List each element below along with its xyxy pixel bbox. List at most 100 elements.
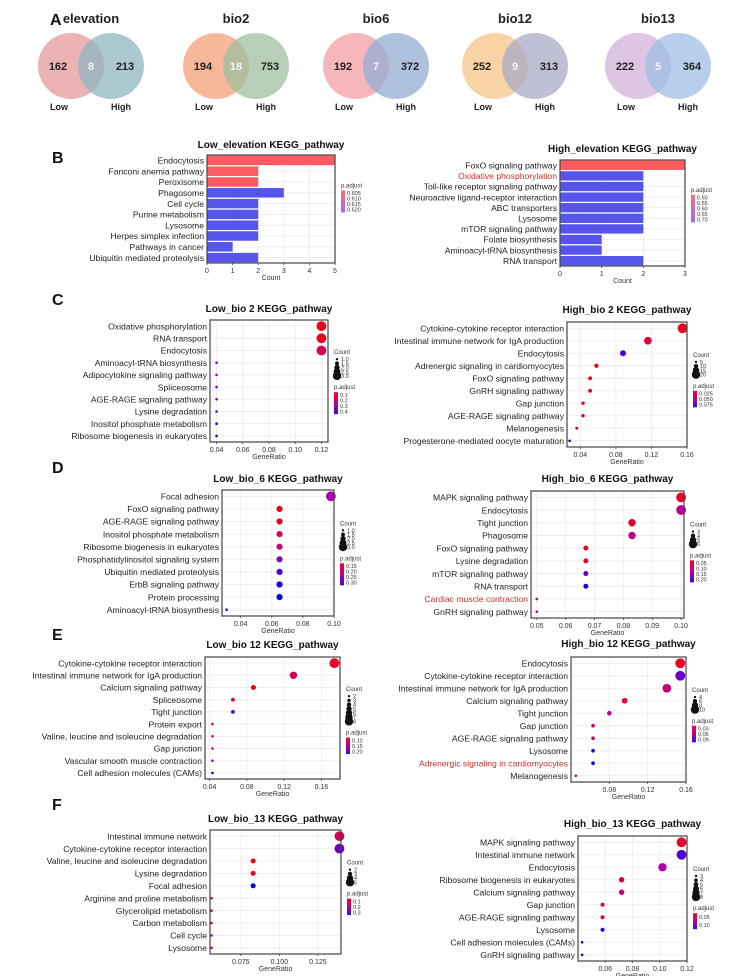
venn-shared-count: 18: [230, 61, 242, 73]
y-tick-label: Lysosome: [529, 746, 568, 756]
venn-high-label: High: [535, 102, 555, 112]
x-tick-label: 0.09: [645, 623, 659, 630]
dot: [276, 594, 283, 601]
size-legend-label: 4: [700, 878, 703, 884]
size-legend-dot: [692, 699, 698, 704]
dot: [581, 414, 585, 418]
color-legend-bar: [340, 563, 344, 586]
size-legend-dot: [347, 698, 351, 703]
venn-shared-count: 9: [512, 61, 518, 73]
color-legend-bar: [346, 737, 350, 755]
size-legend-dot: [688, 539, 698, 549]
dot: [621, 697, 628, 704]
size-legend-label: 5: [700, 882, 703, 888]
size-legend-label: 3: [354, 872, 357, 878]
dot: [676, 837, 687, 848]
x-tick-label: 0.12: [680, 966, 694, 973]
dot: [250, 870, 256, 876]
dot: [580, 940, 584, 944]
y-tick-label: Lysine degradation: [456, 556, 529, 566]
dot: [211, 759, 214, 762]
bar: [560, 203, 644, 213]
size-legend-label: 6: [699, 699, 702, 705]
dot: [215, 385, 218, 389]
y-tick-label: Cell adhesion molecules (CAMs): [450, 937, 575, 947]
chart-title: Low_bio_6 KEGG_pathway: [213, 474, 343, 485]
y-tick-label: Gap junction: [516, 398, 564, 408]
size-legend-label: 5: [700, 360, 703, 366]
x-tick-label: 0: [205, 268, 209, 275]
chart-E-right: High_bio 12 KEGG_pathway Endocytosis Cytok…: [398, 639, 713, 801]
size-legend-dot: [693, 882, 699, 887]
venn-bio13: bio13 222 5 364 Low High: [605, 11, 711, 112]
dot: [276, 505, 283, 512]
y-tick-label: MAPK signaling pathway: [480, 837, 576, 847]
size-legend-dot: [341, 529, 345, 532]
dot: [662, 683, 672, 693]
size-legend-dot: [694, 878, 698, 882]
x-tick-label: 0.12: [645, 452, 659, 459]
x-tick-label: 2: [641, 271, 645, 278]
size-legend-dot: [691, 892, 701, 902]
color-legend-bar: [693, 390, 697, 408]
y-tick-label: Protein export: [148, 719, 202, 729]
x-tick-label: 0.08: [240, 784, 254, 791]
y-tick-label: AGE-RAGE signaling pathway: [103, 517, 220, 527]
x-axis-label: GeneRatio: [612, 794, 646, 801]
venn-high-label: High: [396, 102, 416, 112]
x-tick-label: 0.08: [617, 623, 631, 630]
dot: [677, 323, 688, 334]
dot: [644, 336, 652, 345]
plot-area: [205, 657, 340, 779]
x-tick-label: 0.08: [626, 966, 640, 973]
size-legend-dot: [332, 371, 342, 381]
dot: [334, 843, 345, 854]
size-legend-dot: [693, 364, 699, 369]
y-tick-label: AGE-RAGE signaling pathway: [448, 411, 565, 421]
panel-letter-a: A: [50, 12, 62, 29]
size-legend-dot: [344, 717, 354, 726]
size-legend-label: 6: [697, 542, 700, 548]
color-legend-label: 0.06: [698, 732, 709, 738]
y-tick-label: AGE-RAGE signaling pathway: [91, 395, 208, 405]
chart-C-left: Low_bio 2 KEGG_pathway Oxidative phosphor…: [71, 304, 355, 461]
size-legend-label: 2.0: [341, 366, 349, 372]
x-tick-label: 0.04: [210, 447, 224, 454]
y-tick-label: Calcium signaling pathway: [100, 683, 202, 693]
bar: [207, 220, 259, 230]
y-tick-label: Ribosome biogenesis in eukaryotes: [71, 431, 207, 441]
color-legend-label: 0.10: [696, 567, 707, 573]
dot: [600, 902, 605, 907]
venn-title: bio6: [363, 11, 390, 26]
dot: [276, 531, 283, 538]
dot: [250, 685, 256, 690]
color-legend-label: 0.65: [697, 212, 708, 218]
size-legend-label: 6: [353, 711, 356, 717]
x-tick-label: 0.075: [232, 959, 250, 966]
x-tick-label: 0.100: [271, 959, 289, 966]
color-legend-label: 0.70: [697, 218, 708, 224]
dot: [276, 581, 283, 588]
y-tick-label: ErbB signaling pathway: [129, 580, 220, 590]
chart-B-left: Low_elevation KEGG_pathway EndocytosisFan…: [89, 140, 362, 282]
y-tick-label: Adrenergic signaling in cardiomyocytes: [419, 758, 568, 768]
color-legend-label: 0.09: [698, 738, 709, 744]
dot: [231, 710, 235, 714]
y-tick-label: Melanogenesis: [510, 771, 568, 781]
venn-title: elevation: [63, 11, 119, 26]
x-tick-label: 0.16: [679, 787, 693, 794]
x-axis-label: GeneRatio: [256, 791, 290, 798]
bar: [560, 181, 644, 192]
color-legend-label: 0.50: [697, 196, 708, 202]
y-tick-label: Lysosome: [168, 943, 207, 953]
dot: [583, 558, 589, 564]
size-legend-label: 10: [700, 364, 706, 370]
color-legend-label: 0.15: [346, 564, 357, 570]
color-legend-bar: [690, 560, 694, 583]
size-legend-title: Count: [692, 688, 708, 694]
y-tick-label: Endocytosis: [158, 156, 204, 166]
y-tick-label: Lysine degradation: [135, 869, 208, 879]
y-tick-label: mTOR signaling pathway: [432, 569, 529, 579]
dot: [675, 658, 686, 669]
